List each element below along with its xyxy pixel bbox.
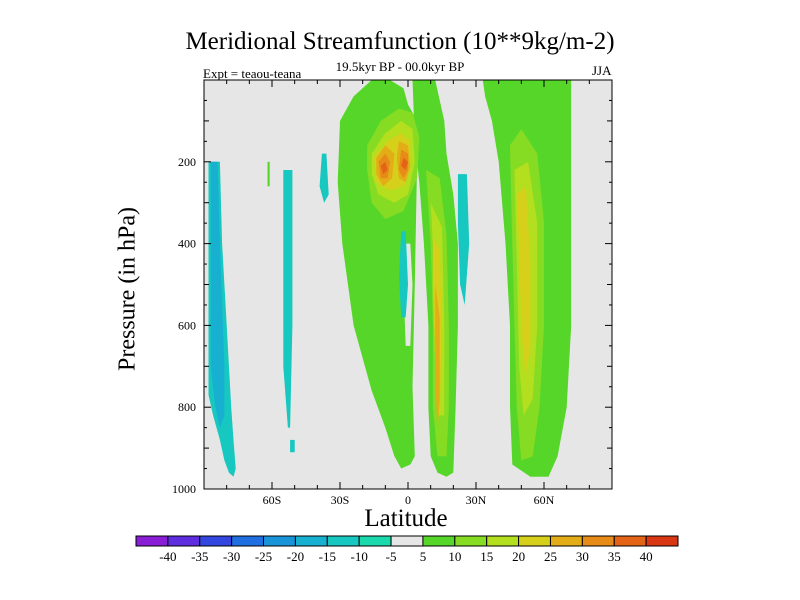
chart-subtitle-season: JJA	[592, 63, 612, 78]
chart-subtitle-experiment: Expt = teaou-teana	[203, 66, 302, 81]
contour-region	[210, 161, 225, 428]
x-tick-label: 60S	[263, 493, 282, 507]
x-tick-label: 0	[405, 493, 411, 507]
contour-region	[290, 439, 295, 453]
x-tick-label: 30N	[466, 493, 487, 507]
y-tick-label: 400	[178, 237, 196, 251]
contour-region	[435, 284, 440, 432]
y-tick-label: 600	[178, 318, 196, 332]
contour-region	[398, 231, 408, 318]
y-tick-label: 1000	[172, 482, 196, 496]
x-tick-label: 60N	[534, 493, 555, 507]
x-axis-label: Latitude	[364, 505, 448, 532]
contour-region	[319, 153, 329, 203]
contour-region	[457, 174, 470, 305]
contour-region	[401, 157, 408, 170]
contour-fills	[204, 80, 612, 489]
contour-region	[267, 161, 270, 187]
chart-subtitle-period: 19.5kyr BP - 00.0kyr BP	[335, 59, 465, 74]
plot-axes: 200 400 600 800 1000 60S 30S 0 30N 60N	[172, 79, 613, 507]
y-tick-label: 200	[178, 155, 196, 169]
chart-title: Meridional Streamfunction (10**9kg/m-2)	[185, 28, 615, 55]
contour-region	[380, 161, 388, 175]
contour-region	[516, 186, 531, 375]
contour-region	[283, 170, 293, 428]
x-tick-label: 30S	[331, 493, 350, 507]
y-tick-label: 800	[178, 400, 196, 414]
